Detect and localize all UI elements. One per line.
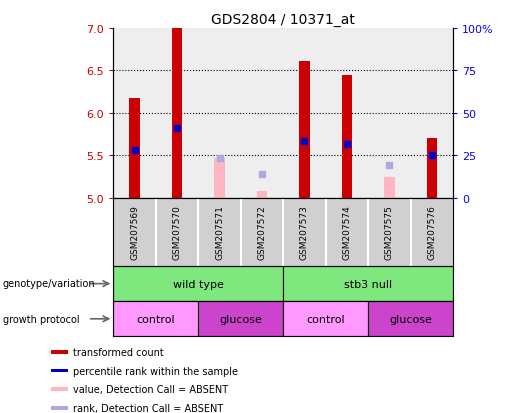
Text: glucose: glucose [389, 314, 432, 324]
Text: GSM207575: GSM207575 [385, 205, 394, 260]
Bar [283, 301, 368, 337]
Bar [384, 178, 395, 198]
Text: GSM207570: GSM207570 [173, 205, 181, 260]
Bar [341, 76, 352, 198]
Bar [50, 350, 68, 354]
Bar [113, 266, 283, 301]
Bar [50, 406, 68, 410]
Text: glucose: glucose [219, 314, 262, 324]
Bar [256, 192, 267, 198]
Bar [426, 139, 437, 198]
Text: wild type: wild type [173, 279, 224, 289]
Bar [214, 159, 225, 198]
Text: stb3 null: stb3 null [344, 279, 392, 289]
Bar [50, 369, 68, 373]
Text: GSM207572: GSM207572 [258, 205, 266, 260]
Text: GSM207569: GSM207569 [130, 205, 139, 260]
Bar [368, 301, 453, 337]
Text: rank, Detection Call = ABSENT: rank, Detection Call = ABSENT [73, 403, 224, 413]
Text: percentile rank within the sample: percentile rank within the sample [73, 366, 238, 375]
Text: GSM207571: GSM207571 [215, 205, 224, 260]
Text: control: control [136, 314, 175, 324]
Bar [283, 266, 453, 301]
Bar [299, 62, 310, 198]
Bar [129, 99, 140, 198]
Bar [113, 301, 198, 337]
Text: transformed count: transformed count [73, 347, 164, 357]
Text: GSM207573: GSM207573 [300, 205, 309, 260]
Text: growth protocol: growth protocol [3, 314, 79, 324]
Text: genotype/variation: genotype/variation [3, 279, 95, 289]
Title: GDS2804 / 10371_at: GDS2804 / 10371_at [211, 12, 355, 26]
Text: GSM207574: GSM207574 [342, 205, 351, 260]
Text: control: control [306, 314, 345, 324]
Bar [171, 29, 182, 198]
Bar [198, 301, 283, 337]
Text: GSM207576: GSM207576 [427, 205, 436, 260]
Text: value, Detection Call = ABSENT: value, Detection Call = ABSENT [73, 384, 229, 394]
Bar [50, 387, 68, 391]
